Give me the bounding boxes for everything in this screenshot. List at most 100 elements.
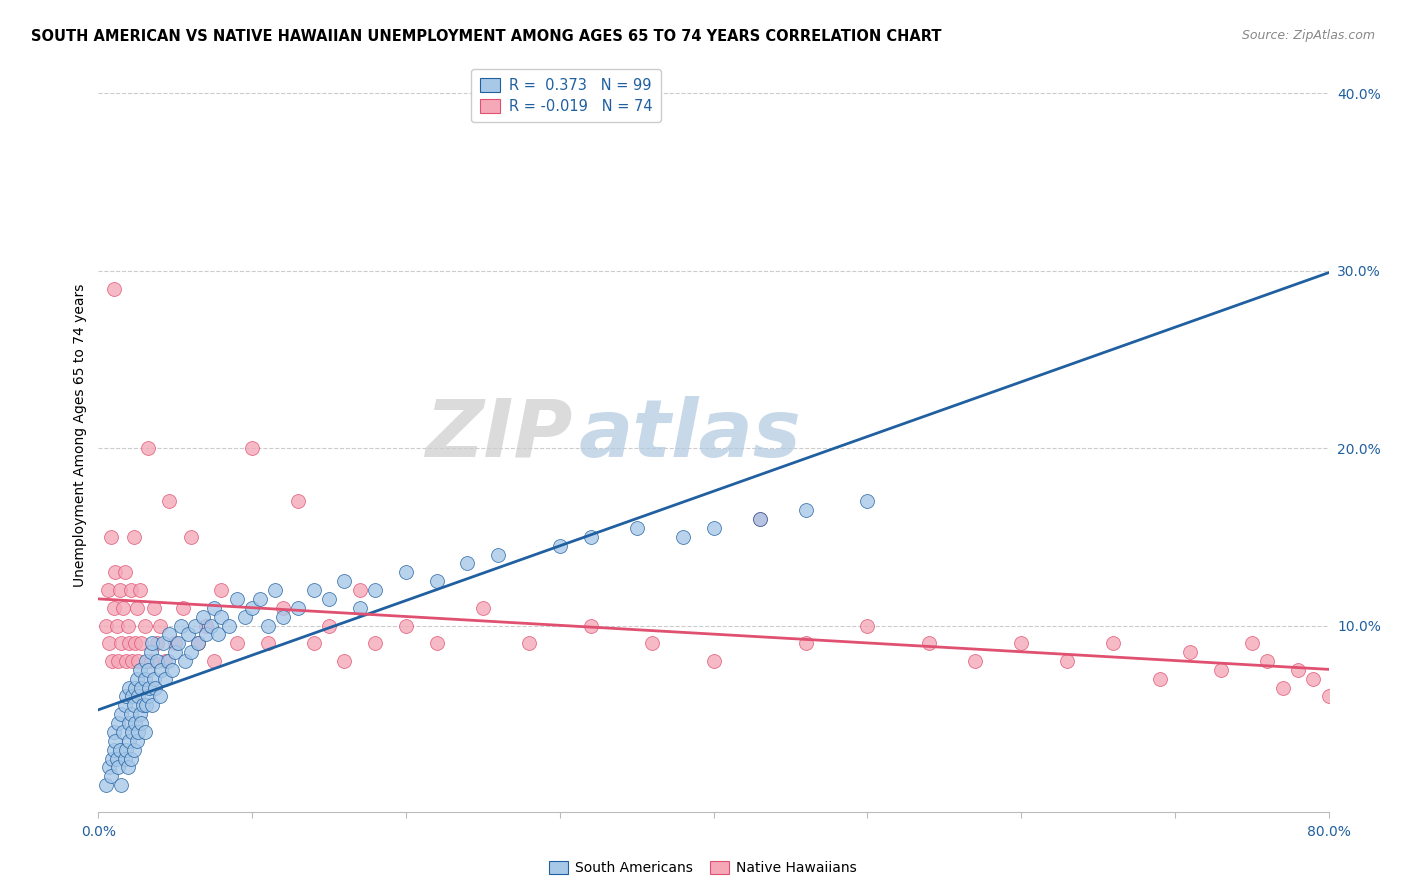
Point bbox=[264, 582, 287, 597]
Point bbox=[1317, 690, 1340, 704]
Point bbox=[142, 672, 165, 686]
Point bbox=[1286, 663, 1309, 677]
Point bbox=[426, 636, 449, 650]
Point bbox=[195, 627, 218, 641]
Point bbox=[302, 636, 325, 650]
Text: ZIP: ZIP bbox=[425, 396, 572, 474]
Point bbox=[395, 566, 418, 580]
Point bbox=[120, 751, 142, 765]
Point bbox=[125, 600, 148, 615]
Point bbox=[748, 512, 770, 526]
Point bbox=[180, 530, 202, 544]
Point bbox=[287, 494, 309, 508]
Point bbox=[143, 681, 166, 695]
Point bbox=[1180, 645, 1202, 659]
Point bbox=[127, 690, 149, 704]
Point bbox=[672, 530, 695, 544]
Point bbox=[165, 645, 187, 659]
Point bbox=[105, 751, 128, 765]
Y-axis label: Unemployment Among Ages 65 to 74 years: Unemployment Among Ages 65 to 74 years bbox=[73, 283, 87, 587]
Point bbox=[135, 654, 157, 668]
Text: 80.0%: 80.0% bbox=[1306, 825, 1351, 839]
Point bbox=[114, 698, 136, 713]
Point bbox=[1209, 663, 1232, 677]
Point bbox=[240, 441, 263, 455]
Point bbox=[98, 760, 121, 774]
Point bbox=[120, 582, 142, 597]
Point bbox=[118, 733, 141, 747]
Point bbox=[117, 760, 139, 774]
Point bbox=[136, 663, 159, 677]
Point bbox=[134, 672, 156, 686]
Point bbox=[124, 681, 146, 695]
Point bbox=[856, 618, 879, 632]
Point bbox=[153, 672, 176, 686]
Point bbox=[98, 636, 121, 650]
Point bbox=[135, 698, 157, 713]
Point bbox=[195, 618, 218, 632]
Point bbox=[202, 654, 225, 668]
Point bbox=[249, 591, 271, 606]
Point bbox=[110, 707, 132, 722]
Point bbox=[134, 725, 156, 739]
Point bbox=[211, 582, 233, 597]
Point bbox=[748, 512, 770, 526]
Point bbox=[107, 716, 129, 731]
Point bbox=[318, 591, 340, 606]
Legend: R =  0.373   N = 99, R = -0.019   N = 74: R = 0.373 N = 99, R = -0.019 N = 74 bbox=[471, 69, 661, 122]
Point bbox=[1102, 636, 1125, 650]
Point bbox=[136, 690, 159, 704]
Point bbox=[114, 566, 136, 580]
Point bbox=[117, 618, 139, 632]
Point bbox=[139, 645, 162, 659]
Point bbox=[122, 742, 145, 756]
Point bbox=[364, 636, 387, 650]
Point bbox=[187, 636, 209, 650]
Point bbox=[349, 582, 371, 597]
Point bbox=[115, 742, 138, 756]
Point bbox=[240, 600, 263, 615]
Point bbox=[153, 654, 176, 668]
Point bbox=[105, 618, 128, 632]
Point bbox=[103, 600, 125, 615]
Point bbox=[156, 654, 179, 668]
Point bbox=[150, 663, 173, 677]
Point bbox=[94, 618, 117, 632]
Point bbox=[108, 742, 131, 756]
Point bbox=[184, 618, 207, 632]
Point bbox=[918, 636, 941, 650]
Point bbox=[104, 733, 127, 747]
Point bbox=[225, 636, 247, 650]
Point bbox=[207, 627, 229, 641]
Point bbox=[129, 707, 152, 722]
Point bbox=[579, 530, 602, 544]
Point bbox=[794, 503, 817, 517]
Point bbox=[141, 636, 163, 650]
Point bbox=[187, 636, 209, 650]
Point bbox=[149, 618, 172, 632]
Point bbox=[101, 751, 124, 765]
Point bbox=[703, 654, 725, 668]
Point bbox=[157, 494, 180, 508]
Point bbox=[395, 618, 418, 632]
Point bbox=[122, 530, 145, 544]
Point bbox=[107, 760, 129, 774]
Point bbox=[641, 636, 664, 650]
Point bbox=[118, 716, 141, 731]
Point bbox=[118, 681, 141, 695]
Point bbox=[318, 618, 340, 632]
Point bbox=[114, 751, 136, 765]
Point bbox=[125, 672, 148, 686]
Point bbox=[120, 707, 142, 722]
Point bbox=[139, 654, 162, 668]
Point bbox=[225, 591, 247, 606]
Point bbox=[426, 574, 449, 589]
Point bbox=[548, 539, 571, 553]
Point bbox=[856, 494, 879, 508]
Point bbox=[121, 725, 143, 739]
Point bbox=[110, 636, 132, 650]
Point bbox=[1271, 681, 1294, 695]
Point bbox=[146, 654, 169, 668]
Point bbox=[103, 725, 125, 739]
Point bbox=[149, 690, 172, 704]
